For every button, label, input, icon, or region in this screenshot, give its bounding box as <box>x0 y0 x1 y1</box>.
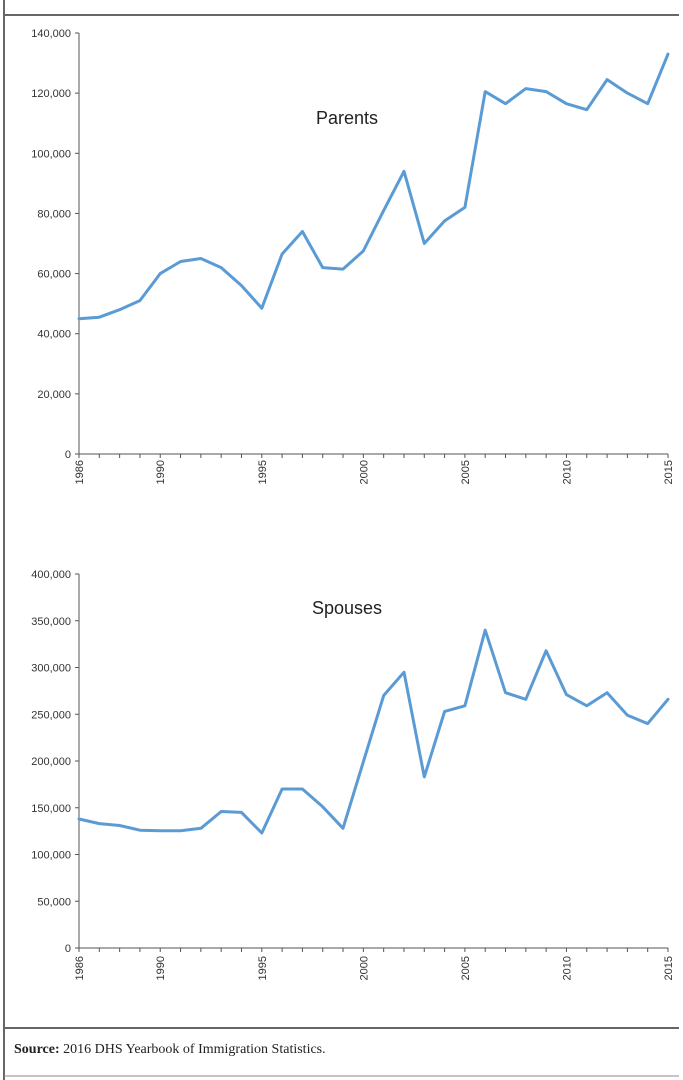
spouses-x-tick-label: 2015 <box>663 956 675 980</box>
parents-x-tick-label: 1990 <box>155 460 167 484</box>
spouses-chart-title: Spouses <box>312 598 382 618</box>
spouses-y-tick-label: 150,000 <box>31 803 71 815</box>
spouses-y-tick-label: 50,000 <box>37 896 71 908</box>
parents-y-tick-label: 80,000 <box>37 208 71 220</box>
spouses-x-ticks: 1986 1990 1995 2000 2005 2010 2015 <box>74 948 675 980</box>
parents-x-tick-label: 2015 <box>663 460 675 484</box>
spouses-x-tick-label: 1990 <box>155 956 167 980</box>
parents-x-ticks: 1986 1990 1995 2000 2005 2010 2015 <box>74 454 675 484</box>
parents-y-tick-label: 0 <box>65 449 71 461</box>
spouses-chart: 0 50,000 100,000 150,000 200,000 250,000 300,0… <box>31 569 675 980</box>
spouses-x-tick-label: 2005 <box>460 956 472 980</box>
spouses-y-tick-label: 0 <box>65 943 71 955</box>
parents-x-tick-label: 2005 <box>460 460 472 484</box>
spouses-axes <box>78 574 668 949</box>
parents-y-tick-label: 120,000 <box>31 88 71 100</box>
spouses-x-tick-label: 1986 <box>74 956 86 980</box>
spouses-series-line <box>77 628 670 835</box>
parents-chart-title: Parents <box>316 108 378 128</box>
spouses-x-tick-label: 1995 <box>257 956 269 980</box>
spouses-x-tick-label: 2000 <box>358 956 370 980</box>
spouses-y-tick-label: 400,000 <box>31 569 71 581</box>
parents-y-tick-label: 20,000 <box>37 389 71 401</box>
parents-series <box>77 52 670 321</box>
parents-axes <box>78 33 668 455</box>
spouses-y-ticks: 0 50,000 100,000 150,000 200,000 250,000 300,0… <box>31 569 79 955</box>
parents-y-ticks: 0 20,000 40,000 60,000 80,000 100,000 120,000 1… <box>31 28 79 461</box>
parents-x-tick-label: 2000 <box>358 460 370 484</box>
parents-y-tick-label: 40,000 <box>37 329 71 341</box>
spouses-series <box>77 628 670 835</box>
source-text: 2016 DHS Yearbook of Immigration Statist… <box>59 1042 326 1057</box>
parents-x-tick-label: 2010 <box>561 460 573 484</box>
spouses-y-tick-label: 100,000 <box>31 850 71 862</box>
parents-x-tick-label: 1995 <box>257 460 269 484</box>
parents-y-tick-label: 60,000 <box>37 269 71 281</box>
spouses-x-tick-label: 2010 <box>561 956 573 980</box>
parents-x-tick-label: 1986 <box>74 460 86 484</box>
parents-series-line <box>77 52 670 321</box>
spouses-y-tick-label: 350,000 <box>31 616 71 628</box>
parents-y-tick-label: 100,000 <box>31 148 71 160</box>
spouses-y-tick-label: 250,000 <box>31 709 71 721</box>
parents-y-tick-label: 140,000 <box>31 28 71 40</box>
source-label: Source: <box>14 1042 60 1057</box>
parents-chart: 0 20,000 40,000 60,000 80,000 100,000 120,000 1… <box>31 28 675 484</box>
spouses-y-tick-label: 200,000 <box>31 756 71 768</box>
spouses-y-tick-label: 300,000 <box>31 663 71 675</box>
source-note: Source: 2016 DHS Yearbook of Immigration… <box>14 1042 326 1058</box>
